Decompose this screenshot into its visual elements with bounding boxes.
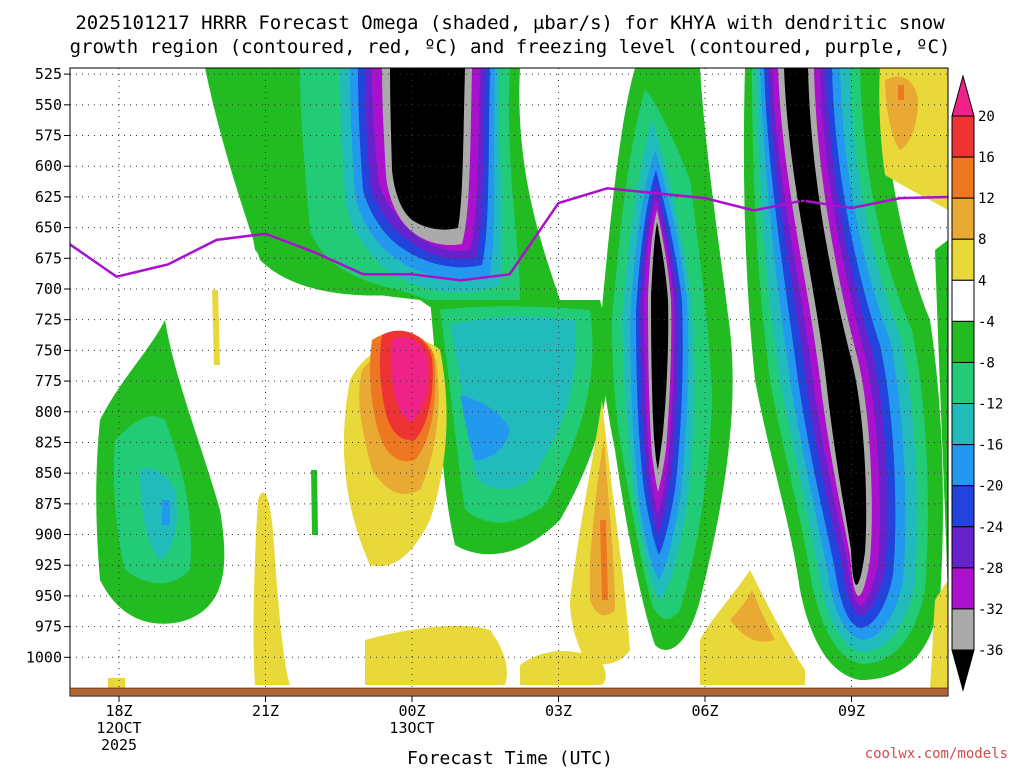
colorbar-label-10: -24 [978, 520, 1003, 536]
x-tick-date-0: 12OCT [96, 719, 141, 737]
colorbar-label-7: -12 [978, 397, 1003, 413]
colorbar-label-12: -32 [978, 602, 1003, 618]
y-tick-label-925: 925 [35, 556, 62, 574]
colorbar-label-13: -36 [978, 643, 1003, 659]
colorbar-box-2 [951, 197, 975, 240]
ground-band [69, 687, 949, 697]
y-tick-label-1000: 1000 [26, 648, 62, 666]
omega-region-right-core [743, 68, 943, 680]
colorbar-label-2: 12 [978, 191, 995, 207]
colorbar-box-5 [951, 320, 975, 363]
colorbar-box-6 [951, 361, 975, 405]
colorbar-bottom-triangle [951, 649, 975, 692]
chart-title-line2: growth region (contoured, red, ºC) and f… [70, 36, 951, 58]
omega-region-spike-04z [600, 68, 733, 650]
y-axis: 525 550 575 600 625 650 675 700 725 750 775 800 825 8… [26, 65, 70, 666]
x-tick-year-0: 2025 [101, 736, 137, 754]
colorbar-box-4 [951, 279, 975, 322]
colorbar-label-11: -28 [978, 561, 1003, 577]
colorbar-label-6: -8 [978, 355, 995, 371]
colorbar-box-8 [951, 444, 975, 487]
y-tick-label-700: 700 [35, 280, 62, 298]
credit-text: coolwx.com/models [865, 746, 1008, 762]
colorbar-box-9 [951, 485, 975, 528]
omega-region-upper-core [240, 68, 560, 323]
colorbar-label-5: -4 [978, 314, 995, 330]
x-axis-label: Forecast Time (UTC) [407, 748, 613, 768]
y-tick-label-600: 600 [35, 157, 62, 175]
x-tick-label-3: 21Z [252, 702, 279, 720]
y-tick-label-950: 950 [35, 587, 62, 605]
y-tick-label-750: 750 [35, 341, 62, 359]
x-tick-label-0: 18Z [105, 702, 132, 720]
plot-area: 0 [70, 68, 948, 688]
x-tick-date-6: 13OCT [389, 719, 434, 737]
y-tick-label-625: 625 [35, 188, 62, 206]
y-tick-label-850: 850 [35, 464, 62, 482]
colorbar-label-3: 8 [978, 232, 986, 248]
y-tick-label-725: 725 [35, 311, 62, 329]
colorbar-label-0: 20 [978, 109, 995, 125]
x-tick-label-15: 09Z [838, 702, 865, 720]
y-tick-label-525: 525 [35, 65, 62, 83]
colorbar-label-8: -16 [978, 438, 1003, 454]
y-tick-label-875: 875 [35, 495, 62, 513]
y-tick-label-975: 975 [35, 618, 62, 636]
y-tick-label-575: 575 [35, 127, 62, 145]
colorbar-box-11 [951, 567, 975, 610]
y-tick-label-900: 900 [35, 526, 62, 544]
colorbar: 20 16 12 8 4 -4 -8 -12 -16 -20 -24 -28 -32 -36 [951, 74, 1003, 692]
colorbar-box-3 [951, 238, 975, 281]
y-tick-label-650: 650 [35, 219, 62, 237]
colorbar-label-9: -20 [978, 479, 1003, 495]
y-tick-label-675: 675 [35, 249, 62, 267]
omega-region-left-plume [96, 320, 225, 624]
grid [70, 68, 948, 688]
y-tick-label-775: 775 [35, 372, 62, 390]
chart-title-line1: 2025101217 HRRR Forecast Omega (shaded, … [75, 12, 945, 34]
colorbar-label-1: 16 [978, 150, 995, 166]
y-tick-label-550: 550 [35, 96, 62, 114]
x-tick-label-12: 06Z [691, 702, 718, 720]
freezing-level-line [70, 187, 948, 282]
x-tick-label-9: 03Z [545, 702, 572, 720]
y-tick-label-800: 800 [35, 403, 62, 421]
colorbar-box-1 [951, 156, 975, 199]
omega-region-central [430, 300, 608, 555]
x-tick-label-6: 00Z [398, 702, 425, 720]
colorbar-top-triangle [951, 74, 975, 117]
colorbar-box-7 [951, 403, 975, 446]
freezing-level-label: 0 [798, 193, 806, 209]
colorbar-box-10 [951, 526, 975, 569]
colorbar-box-0 [951, 115, 975, 158]
colorbar-box-12 [951, 608, 975, 651]
colorbar-label-4: 4 [978, 273, 986, 289]
y-tick-label-825: 825 [35, 433, 62, 451]
omega-region-positive-slivers [108, 68, 948, 688]
